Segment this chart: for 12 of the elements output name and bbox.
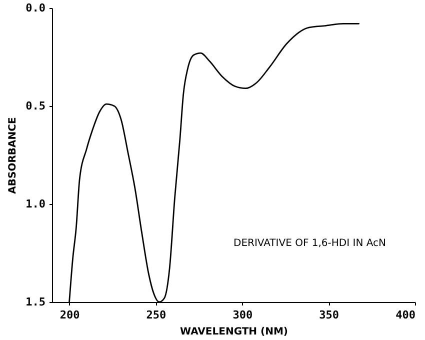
x-tick-label: 250 <box>146 308 166 322</box>
x-axis-title: WAVELENGTH (NM) <box>180 326 288 338</box>
annotation: DERIVATIVE OF 1,6-HDI IN AcN <box>234 238 386 250</box>
y-tick-label: 0.0 <box>26 2 46 14</box>
y-tick-label: 1.0 <box>26 198 46 210</box>
y-tick-label: 0.5 <box>26 100 46 112</box>
x-tick-label: 200 <box>60 308 80 322</box>
y-axis-title: ABSORBANCE <box>8 117 19 194</box>
x-tick-label: 400 <box>396 308 416 322</box>
y-tick-label: 1.5 <box>26 296 46 308</box>
x-tick-label: 350 <box>319 308 340 322</box>
x-tick-label: 300 <box>232 308 253 322</box>
